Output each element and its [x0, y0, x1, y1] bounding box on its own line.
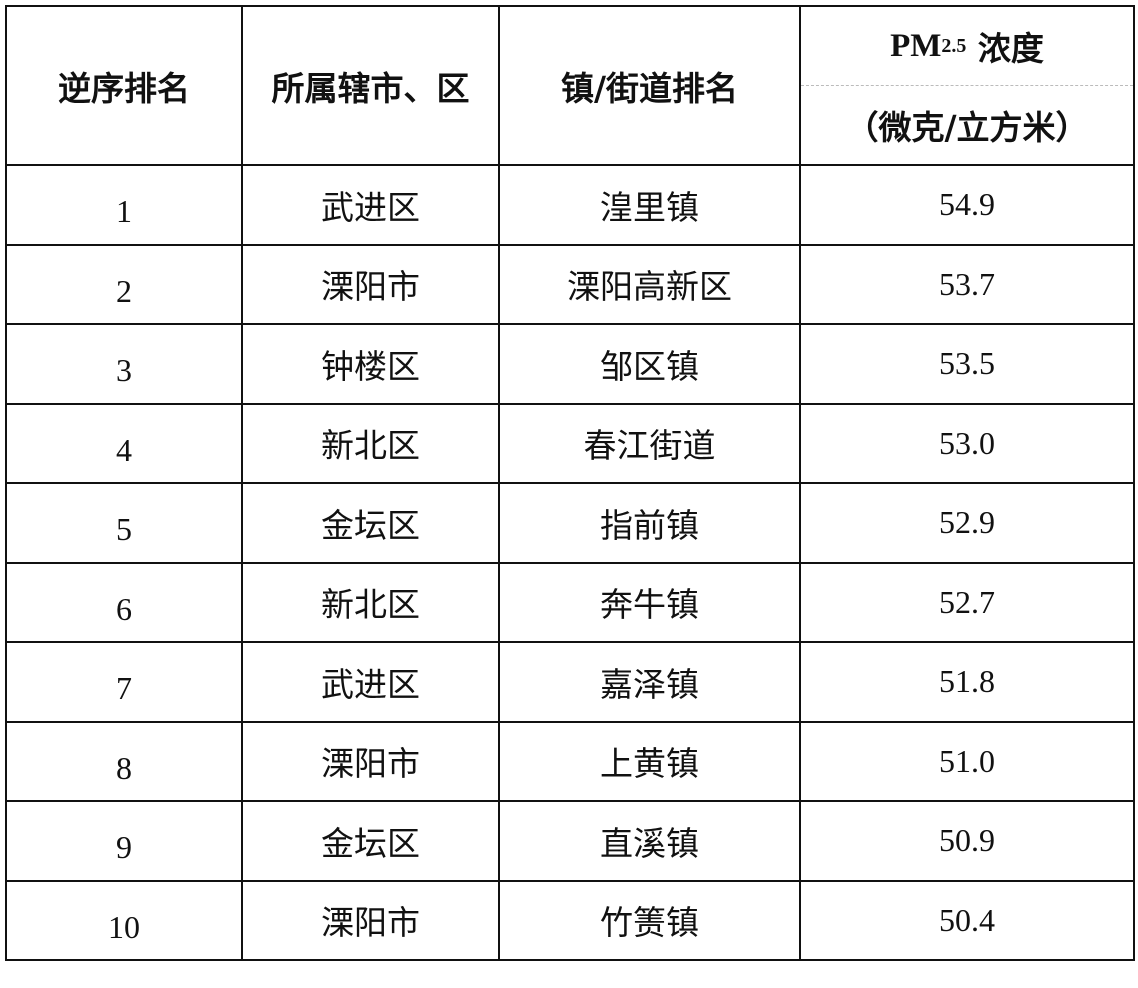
pm25-value-cell: 51.8 [799, 641, 1135, 723]
district-cell: 武进区 [241, 641, 500, 723]
district-cell: 金坛区 [241, 800, 500, 882]
table-row: 6 新北区 奔牛镇 52.7 [5, 561, 1135, 643]
table-row: 10 溧阳市 竹箦镇 50.4 [5, 879, 1135, 961]
town-cell: 上黄镇 [498, 720, 801, 802]
table-row: 5 金坛区 指前镇 52.9 [5, 482, 1135, 564]
town-cell: 嘉泽镇 [498, 641, 801, 723]
town-cell: 邹区镇 [498, 323, 801, 405]
district-cell: 新北区 [241, 561, 500, 643]
pm25-value-cell: 52.7 [799, 561, 1135, 643]
header-town: 镇/街道排名 [498, 5, 801, 166]
district-cell: 钟楼区 [241, 323, 500, 405]
town-cell: 春江街道 [498, 402, 801, 484]
pm25-value-cell: 50.4 [799, 879, 1135, 961]
rank-cell: 8 [5, 720, 243, 802]
pm25-value-cell: 51.0 [799, 720, 1135, 802]
district-cell: 溧阳市 [241, 243, 500, 325]
rank-cell: 9 [5, 800, 243, 882]
table-row: 9 金坛区 直溪镇 50.9 [5, 800, 1135, 882]
header-pm25: PM 2.5 浓度 （微克/立方米） [799, 5, 1135, 166]
header-rank: 逆序排名 [5, 5, 243, 166]
rank-cell: 2 [5, 243, 243, 325]
header-pm25-unit: （微克/立方米） [845, 108, 1089, 147]
pm25-value-cell: 53.7 [799, 243, 1135, 325]
district-cell: 溧阳市 [241, 720, 500, 802]
pm25-value-cell: 50.9 [799, 800, 1135, 882]
rank-cell: 4 [5, 402, 243, 484]
pm25-value-cell: 54.9 [799, 164, 1135, 246]
pm-subscript: 2.5 [941, 34, 967, 57]
pm25-value-cell: 53.5 [799, 323, 1135, 405]
table-row: 8 溧阳市 上黄镇 51.0 [5, 720, 1135, 802]
header-pm25-title: PM 2.5 浓度 [801, 7, 1133, 86]
table-row: 7 武进区 嘉泽镇 51.8 [5, 641, 1135, 723]
town-cell: 竹箦镇 [498, 879, 801, 961]
town-cell: 湟里镇 [498, 164, 801, 246]
town-cell: 溧阳高新区 [498, 243, 801, 325]
town-cell: 直溪镇 [498, 800, 801, 882]
district-cell: 溧阳市 [241, 879, 500, 961]
pm25-value-cell: 53.0 [799, 402, 1135, 484]
rank-cell: 7 [5, 641, 243, 723]
district-cell: 金坛区 [241, 482, 500, 564]
pm-label: 浓度 [977, 29, 1044, 68]
rank-cell: 1 [5, 164, 243, 246]
pm25-ranking-table: 逆序排名 所属辖市、区 镇/街道排名 PM 2.5 浓度 （微克/立方米） 1 武进… [5, 5, 1135, 961]
table-row: 3 钟楼区 邹区镇 53.5 [5, 323, 1135, 405]
district-cell: 武进区 [241, 164, 500, 246]
town-cell: 指前镇 [498, 482, 801, 564]
header-district: 所属辖市、区 [241, 5, 500, 166]
pm-prefix: PM [890, 27, 942, 64]
table-row: 4 新北区 春江街道 53.0 [5, 402, 1135, 484]
rank-cell: 10 [5, 879, 243, 961]
header-row: 逆序排名 所属辖市、区 镇/街道排名 PM 2.5 浓度 （微克/立方米） [5, 5, 1135, 166]
table-row: 1 武进区 湟里镇 54.9 [5, 164, 1135, 246]
rank-cell: 3 [5, 323, 243, 405]
district-cell: 新北区 [241, 402, 500, 484]
pm25-value-cell: 52.9 [799, 482, 1135, 564]
town-cell: 奔牛镇 [498, 561, 801, 643]
rank-cell: 5 [5, 482, 243, 564]
rank-cell: 6 [5, 561, 243, 643]
table-row: 2 溧阳市 溧阳高新区 53.7 [5, 243, 1135, 325]
